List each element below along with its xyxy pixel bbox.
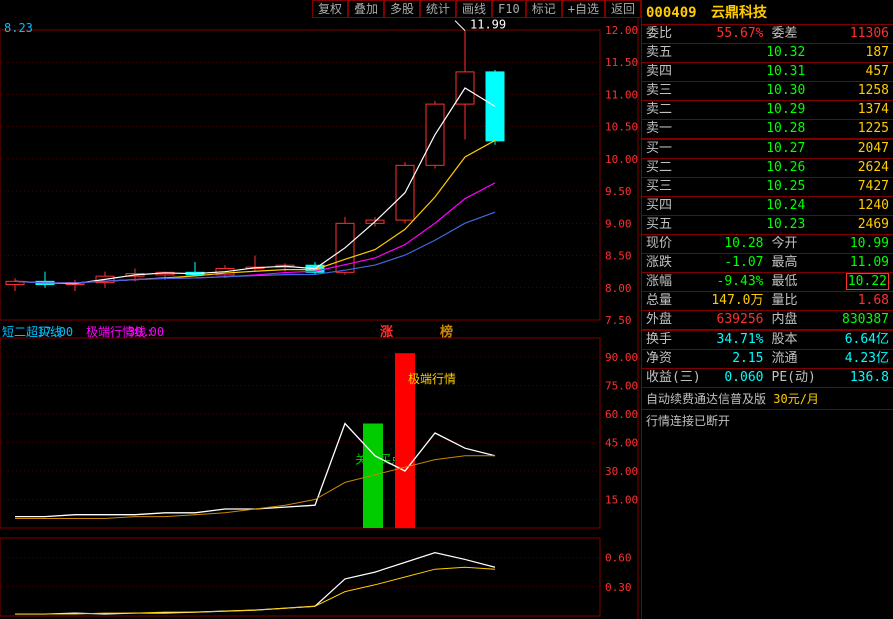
weicha-label: 委差 bbox=[768, 25, 831, 43]
svg-text:12.00: 12.00 bbox=[605, 24, 638, 37]
toolbar-F10[interactable]: F10 bbox=[492, 0, 526, 18]
svg-text:11.99: 11.99 bbox=[470, 18, 506, 32]
orderbook-row: 买三10.257427 bbox=[642, 177, 893, 196]
svg-text:45.00: 45.00 bbox=[605, 437, 638, 450]
toolbar-统计[interactable]: 统计 bbox=[420, 0, 456, 18]
stat-row: 外盘639256内盘830387 bbox=[642, 310, 893, 329]
orderbook-row: 卖二10.291374 bbox=[642, 100, 893, 119]
quote-panel: 000409 云鼎科技 委比 55.67% 委差 11306 卖五10.3218… bbox=[641, 0, 893, 619]
stock-title: 000409 云鼎科技 bbox=[642, 0, 893, 24]
svg-text:极端行情: 极端行情 bbox=[408, 372, 456, 386]
svg-text:9.50: 9.50 bbox=[605, 185, 632, 198]
weicha-value: 11306 bbox=[830, 25, 893, 43]
toolbar-返回[interactable]: 返回 bbox=[605, 0, 641, 18]
svg-text:30.00: 30.00 bbox=[605, 465, 638, 478]
orderbook-row: 卖三10.301258 bbox=[642, 81, 893, 100]
svg-text:0.30: 0.30 bbox=[605, 581, 632, 594]
stat-row: 涨跌-1.07最高11.09 bbox=[642, 253, 893, 272]
svg-text:11.00: 11.00 bbox=[605, 88, 638, 101]
orderbook-row: 卖四10.31457 bbox=[642, 62, 893, 81]
svg-text:7.50: 7.50 bbox=[605, 314, 632, 327]
orderbook-row: 买一10.272047 bbox=[642, 139, 893, 158]
toolbar: 复权叠加多股统计画线F10标记+自选返回 bbox=[312, 0, 641, 18]
connection-msg: 行情连接已断开 bbox=[642, 409, 893, 431]
svg-text:30.00: 30.00 bbox=[128, 325, 164, 339]
svg-text:8.50: 8.50 bbox=[605, 250, 632, 263]
svg-text:15.00: 15.00 bbox=[605, 494, 638, 507]
stock-code: 000409 bbox=[646, 5, 697, 21]
svg-text:11.50: 11.50 bbox=[605, 56, 638, 69]
svg-text:8.00: 8.00 bbox=[605, 282, 632, 295]
toolbar-画线[interactable]: 画线 bbox=[456, 0, 492, 18]
svg-text:10.00: 10.00 bbox=[605, 153, 638, 166]
orderbook-row: 买四10.241240 bbox=[642, 196, 893, 215]
svg-text:90.00: 90.00 bbox=[605, 351, 638, 364]
stat-row: 收益(三)0.060PE(动)136.8 bbox=[642, 368, 893, 387]
toolbar-+自选[interactable]: +自选 bbox=[562, 0, 605, 18]
chart-area: 12.00 11.50 11.00 10.50 10.00 9.50 9.00 8.50 8.0… bbox=[0, 18, 641, 619]
wei-row: 委比 55.67% 委差 11306 bbox=[642, 24, 893, 43]
stat-row: 涨幅-9.43%最低10.22 bbox=[642, 272, 893, 291]
svg-text:75.00: 75.00 bbox=[605, 380, 638, 393]
svg-text:60.00: 60.00 bbox=[605, 408, 638, 421]
stat-row: 净资2.15流通4.23亿 bbox=[642, 349, 893, 368]
svg-text:9.00: 9.00 bbox=[605, 217, 632, 230]
subscription-msg: 自动续费通达信普及版 30元/月 bbox=[642, 387, 893, 409]
toolbar-叠加[interactable]: 叠加 bbox=[348, 0, 384, 18]
svg-text:17.00: 17.00 bbox=[37, 325, 73, 339]
svg-text:涨: 涨 bbox=[379, 325, 393, 340]
stat-row: 换手34.71%股本6.64亿 bbox=[642, 330, 893, 349]
toolbar-复权[interactable]: 复权 bbox=[312, 0, 348, 18]
weibi-label: 委比 bbox=[642, 25, 705, 43]
orderbook-row: 买二10.262624 bbox=[642, 158, 893, 177]
svg-text:榜: 榜 bbox=[440, 324, 453, 340]
toolbar-标记[interactable]: 标记 bbox=[526, 0, 562, 18]
stat-row: 总量147.0万量比1.68 bbox=[642, 291, 893, 310]
svg-text:10.50: 10.50 bbox=[605, 121, 638, 134]
orderbook-row: 卖五10.32187 bbox=[642, 43, 893, 62]
stat-row: 现价10.28今开10.99 bbox=[642, 234, 893, 253]
svg-text:8.23: 8.23 bbox=[4, 21, 33, 35]
svg-text:0.60: 0.60 bbox=[605, 552, 632, 565]
orderbook-row: 买五10.232469 bbox=[642, 215, 893, 234]
stock-name: 云鼎科技 bbox=[711, 5, 767, 21]
orderbook-row: 卖一10.281225 bbox=[642, 119, 893, 138]
toolbar-多股[interactable]: 多股 bbox=[384, 0, 420, 18]
weibi-value: 55.67% bbox=[705, 25, 768, 43]
